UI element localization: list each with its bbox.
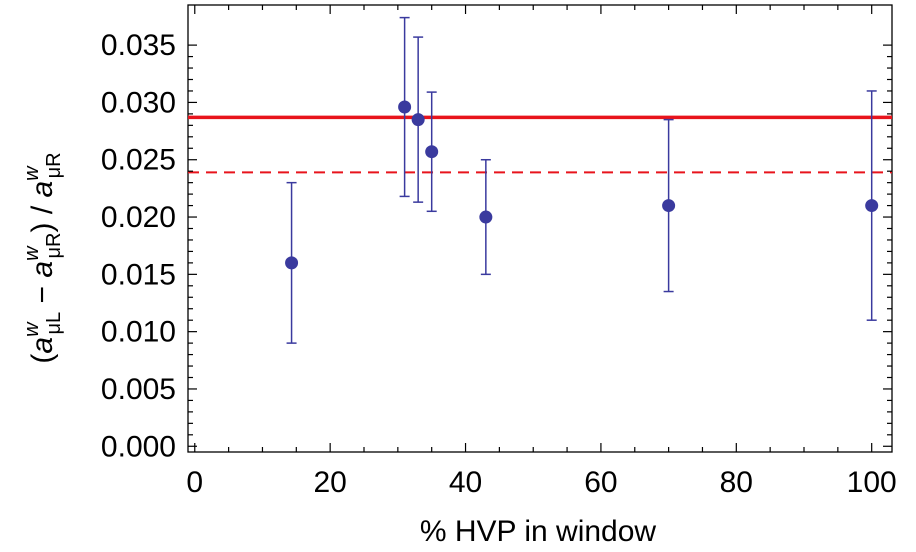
data-point — [398, 100, 412, 114]
y-tick-label: 0.000 — [101, 430, 176, 463]
error-bars — [286, 16, 877, 344]
data-point — [479, 210, 493, 224]
y-tick-label: 0.025 — [101, 144, 176, 177]
y-tick-label: 0.015 — [101, 258, 176, 291]
y-title-sup2: w — [21, 245, 43, 261]
x-tick-label: 80 — [720, 466, 753, 499]
x-axis-title: % HVP in window — [420, 515, 657, 548]
x-axis-ticks: 0 20 40 60 80 100 — [186, 5, 897, 499]
x-tick-label: 20 — [313, 466, 346, 499]
y-tick-label: 0.010 — [101, 316, 176, 349]
plot-border — [187, 4, 893, 453]
x-tick-label: 0 — [186, 466, 203, 499]
y-tick-label: 0.020 — [101, 201, 176, 234]
y-title-var3: a — [26, 181, 59, 198]
y-title-var1: a — [26, 337, 59, 354]
data-point — [865, 199, 879, 213]
y-title-open: ( — [26, 354, 59, 364]
y-axis-ticks: 0.000 0.005 0.010 0.015 0.020 0.025 0.030 0.035 — [101, 29, 892, 463]
y-title-minus: − — [26, 278, 59, 312]
data-points — [285, 100, 879, 270]
y-title-sub3: μR — [43, 152, 65, 178]
data-point — [285, 256, 299, 270]
y-tick-label: 0.030 — [101, 86, 176, 119]
data-point — [425, 145, 439, 159]
x-tick-label: 40 — [449, 466, 482, 499]
reference-lines — [188, 115, 892, 174]
x-tick-label: 100 — [847, 466, 897, 499]
y-title-close: ) / — [26, 198, 59, 233]
y-tick-label: 0.035 — [101, 29, 176, 62]
plot-frame — [187, 4, 893, 453]
x-tick-label: 60 — [584, 466, 617, 499]
data-point — [411, 113, 425, 127]
y-axis-title: (awμL − awμR) / awμR — [21, 152, 65, 363]
y-title-sub2: μR — [43, 233, 65, 259]
y-title-sup3: w — [21, 165, 43, 181]
y-title-sub1: μL — [43, 312, 65, 335]
data-point — [662, 199, 676, 213]
y-title-sup1: w — [21, 321, 43, 337]
y-tick-label: 0.005 — [101, 373, 176, 406]
y-title-var2: a — [26, 261, 59, 278]
